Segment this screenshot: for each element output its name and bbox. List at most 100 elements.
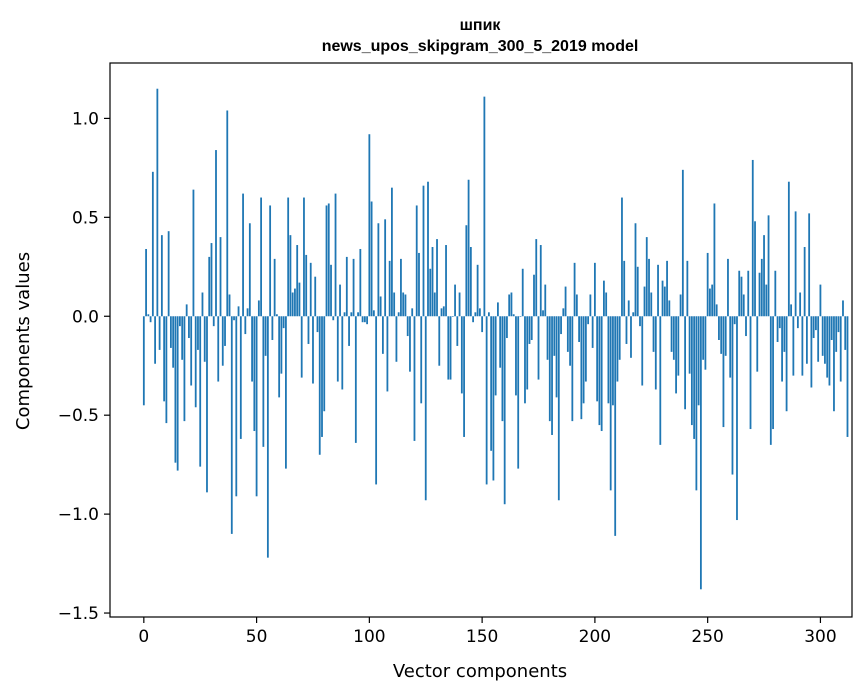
bar [483, 96, 486, 317]
bar [679, 294, 682, 317]
bar [537, 316, 540, 380]
bar [454, 284, 456, 317]
bar [372, 310, 375, 317]
bar [460, 316, 463, 394]
bar [343, 312, 346, 317]
bar [345, 256, 348, 317]
bar [142, 316, 145, 406]
bar [634, 223, 637, 317]
bar [745, 316, 747, 337]
bar [415, 205, 418, 317]
bar [569, 316, 571, 366]
bar [718, 316, 720, 340]
bar [294, 288, 296, 317]
bar [185, 304, 188, 317]
bar [285, 316, 287, 469]
bar [359, 248, 362, 317]
bar [235, 316, 238, 497]
bar [661, 280, 664, 317]
bar [440, 308, 443, 317]
bar [535, 239, 538, 317]
x-tick-label: 0 [138, 627, 149, 647]
bar [255, 316, 258, 497]
bar [424, 316, 427, 501]
bar [199, 316, 202, 467]
bar [445, 245, 447, 317]
bar [436, 239, 438, 317]
bar [282, 316, 285, 329]
bar [842, 300, 844, 317]
bar [239, 316, 242, 439]
bar [244, 316, 247, 335]
x-tick-label: 200 [579, 627, 611, 647]
bar [645, 237, 648, 317]
bar [760, 258, 763, 317]
bar [325, 205, 328, 317]
bar [174, 316, 177, 463]
bar [643, 286, 646, 317]
bar [429, 268, 432, 317]
bar [370, 201, 373, 317]
bar [693, 316, 696, 439]
bar [695, 316, 698, 491]
bar [557, 316, 560, 501]
bar [546, 316, 549, 360]
bar [201, 292, 204, 317]
bar [555, 316, 558, 398]
bar [400, 258, 402, 317]
bar [603, 280, 605, 317]
bar [688, 316, 691, 374]
bar [478, 308, 481, 317]
x-tick-label: 100 [353, 627, 385, 647]
bar [289, 235, 292, 317]
bar [781, 316, 783, 382]
bar [379, 296, 382, 317]
bar [677, 316, 680, 376]
bar [352, 258, 355, 317]
bar [805, 316, 808, 364]
bar [785, 316, 788, 412]
bar [751, 159, 754, 317]
bar [262, 316, 265, 447]
bar [713, 203, 716, 317]
bar [300, 316, 303, 378]
bar [763, 235, 765, 317]
bar [593, 262, 596, 317]
bar [327, 203, 330, 317]
bar [758, 272, 761, 317]
bar [224, 316, 226, 346]
bar [494, 316, 497, 396]
bar [323, 316, 326, 412]
bar [334, 193, 337, 317]
bar [702, 316, 705, 360]
bar [260, 197, 262, 317]
bar [456, 316, 459, 346]
bar [756, 316, 759, 372]
bar [449, 316, 452, 380]
bar [573, 262, 576, 317]
bar [839, 316, 842, 382]
bar [291, 292, 294, 317]
bar [598, 316, 601, 426]
bar [621, 197, 623, 317]
bar [738, 270, 741, 317]
bar [801, 316, 804, 376]
bar [548, 316, 551, 422]
bar [657, 264, 659, 317]
bar [492, 316, 495, 481]
bar [197, 316, 199, 350]
bar [627, 300, 630, 317]
bar [442, 306, 445, 317]
bar [490, 316, 493, 451]
bar [787, 181, 790, 317]
bar [314, 276, 317, 317]
bar [517, 316, 520, 469]
y-tick-label: −1.0 [58, 505, 99, 525]
bar [357, 312, 359, 317]
bar [542, 310, 544, 317]
bar [600, 316, 603, 432]
bar [206, 316, 208, 493]
bar [447, 316, 450, 380]
bar [422, 185, 425, 317]
bar [508, 294, 511, 317]
